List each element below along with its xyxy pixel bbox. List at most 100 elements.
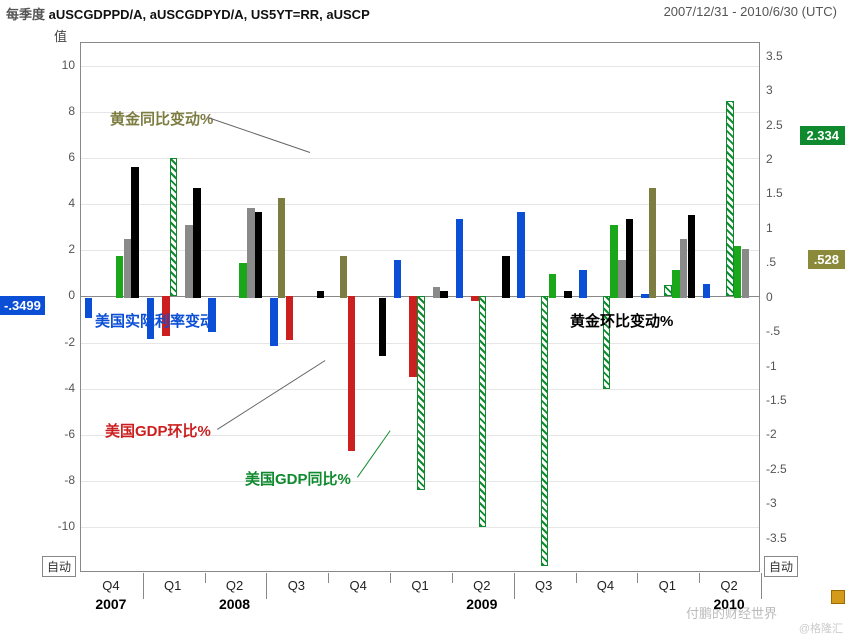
ytick-right: -2	[766, 427, 806, 441]
bar-us_gdp_qoq	[471, 296, 478, 301]
ytick-left: 2	[35, 242, 75, 256]
xtick-year: 2010	[714, 596, 745, 612]
xtick-quarter: Q2	[226, 578, 243, 593]
series-label-us_gdp_yoy: 美国GDP同比%	[245, 468, 351, 489]
xtick-quarter: Q4	[350, 578, 367, 593]
bar-gold_qoq_b	[626, 219, 633, 298]
xtick-mark-year	[761, 573, 762, 599]
ytick-right: 2	[766, 152, 806, 166]
xtick-mark-year	[143, 573, 144, 599]
ytick-right: -.5	[766, 324, 806, 338]
bar-gray	[433, 287, 440, 297]
xtick-mark-year	[514, 573, 515, 599]
bar-gray	[680, 239, 687, 298]
xtick-quarter: Q2	[720, 578, 737, 593]
bar-us_gdp_yoy	[417, 296, 424, 490]
xtick-year: 2008	[219, 596, 250, 612]
gridline	[81, 204, 759, 205]
bar-gold_qoq_g	[549, 274, 556, 298]
freq-label: 每季度	[6, 7, 45, 22]
bar-us_gdp_yoy	[170, 158, 177, 296]
xtick-year: 2007	[95, 596, 126, 612]
xtick-quarter: Q1	[164, 578, 181, 593]
bar-gray	[618, 260, 625, 298]
gridline	[81, 158, 759, 159]
bar-gray	[124, 239, 131, 298]
bar-us_gdp_yoy	[479, 296, 486, 526]
ytick-left: -8	[35, 473, 75, 487]
xtick-quarter: Q3	[288, 578, 305, 593]
bar-gold_qoq_b	[440, 291, 447, 298]
ytick-right: -2.5	[766, 462, 806, 476]
bar-us_rate	[641, 294, 648, 297]
xtick-year: 2009	[466, 596, 497, 612]
bar-gray	[742, 249, 749, 297]
bar-gold_qoq_b	[131, 167, 138, 298]
auto-scale-left[interactable]: 自动	[42, 556, 76, 577]
ytick-right: 0	[766, 290, 806, 304]
bar-gold_qoq_g	[672, 270, 679, 298]
xtick-quarter: Q4	[597, 578, 614, 593]
bar-us_gdp_yoy	[726, 101, 733, 297]
bar-us_rate	[579, 270, 586, 298]
bar-gray	[247, 208, 254, 297]
gridline	[81, 250, 759, 251]
ytick-right: 2.5	[766, 118, 806, 132]
ytick-left: -6	[35, 427, 75, 441]
y-axis-title-left: 值	[54, 26, 67, 45]
bar-gold_qoq_b	[502, 256, 509, 297]
bar-gold_yoy	[278, 198, 285, 298]
bar-us_gdp_qoq	[348, 296, 355, 450]
xtick-mark-year	[266, 573, 267, 599]
ytick-right: -1.5	[766, 393, 806, 407]
bar-us_rate	[394, 260, 401, 298]
date-range: 2007/12/31 - 2010/6/30 (UTC)	[664, 4, 837, 19]
right-axis-badge: 2.334	[800, 126, 845, 145]
ytick-left: 4	[35, 196, 75, 210]
watermark-sub: @格隆汇	[799, 620, 843, 636]
ytick-left: -4	[35, 381, 75, 395]
xtick-mark	[576, 573, 577, 583]
bar-gold_yoy	[649, 188, 656, 298]
bar-gray	[185, 225, 192, 297]
bar-us_rate	[517, 212, 524, 298]
ytick-left: -10	[35, 519, 75, 533]
gridline	[81, 527, 759, 528]
ytick-right: 1	[766, 221, 806, 235]
chart-header: 每季度 aUSCGDPPD/A, aUSCGDPYD/A, US5YT=RR, …	[6, 4, 843, 24]
bar-gold_qoq_b	[317, 291, 324, 298]
xtick-quarter: Q2	[473, 578, 490, 593]
xtick-mark	[328, 573, 329, 583]
gridline	[81, 66, 759, 67]
ytick-right: 3	[766, 83, 806, 97]
xtick-mark	[637, 573, 638, 583]
corner-icon	[831, 590, 845, 604]
ytick-right: -1	[766, 359, 806, 373]
ytick-left: 0	[35, 288, 75, 302]
ytick-left: 10	[35, 58, 75, 72]
bar-gold_qoq_g	[116, 256, 123, 297]
bar-us_gdp_qoq	[409, 296, 416, 377]
bar-us_gdp_yoy	[541, 296, 548, 566]
bar-us_gdp_qoq	[286, 296, 293, 340]
bar-us_rate	[703, 284, 710, 298]
bar-gold_qoq_g	[239, 263, 246, 297]
bar-gold_qoq_g	[734, 246, 741, 298]
auto-scale-right[interactable]: 自动	[764, 556, 798, 577]
ytick-left: 8	[35, 104, 75, 118]
series-label-us_rate: 美国实际利率变动	[95, 310, 215, 331]
ytick-right: -3.5	[766, 531, 806, 545]
bar-gold_qoq_b	[255, 212, 262, 298]
bar-us_gdp_yoy	[664, 285, 671, 297]
xtick-quarter: Q1	[659, 578, 676, 593]
ytick-left: -2	[35, 335, 75, 349]
bar-gold_qoq_b	[564, 291, 571, 298]
series-label-us_gdp_qoq: 美国GDP环比%	[105, 420, 211, 441]
xtick-quarter: Q3	[535, 578, 552, 593]
ytick-left: 6	[35, 150, 75, 164]
bar-gold_qoq_g	[610, 225, 617, 297]
xtick-mark	[452, 573, 453, 583]
ytick-right: 1.5	[766, 186, 806, 200]
bar-gold_qoq_b	[193, 188, 200, 298]
series-codes: aUSCGDPPD/A, aUSCGDPYD/A, US5YT=RR, aUSC…	[49, 7, 370, 22]
